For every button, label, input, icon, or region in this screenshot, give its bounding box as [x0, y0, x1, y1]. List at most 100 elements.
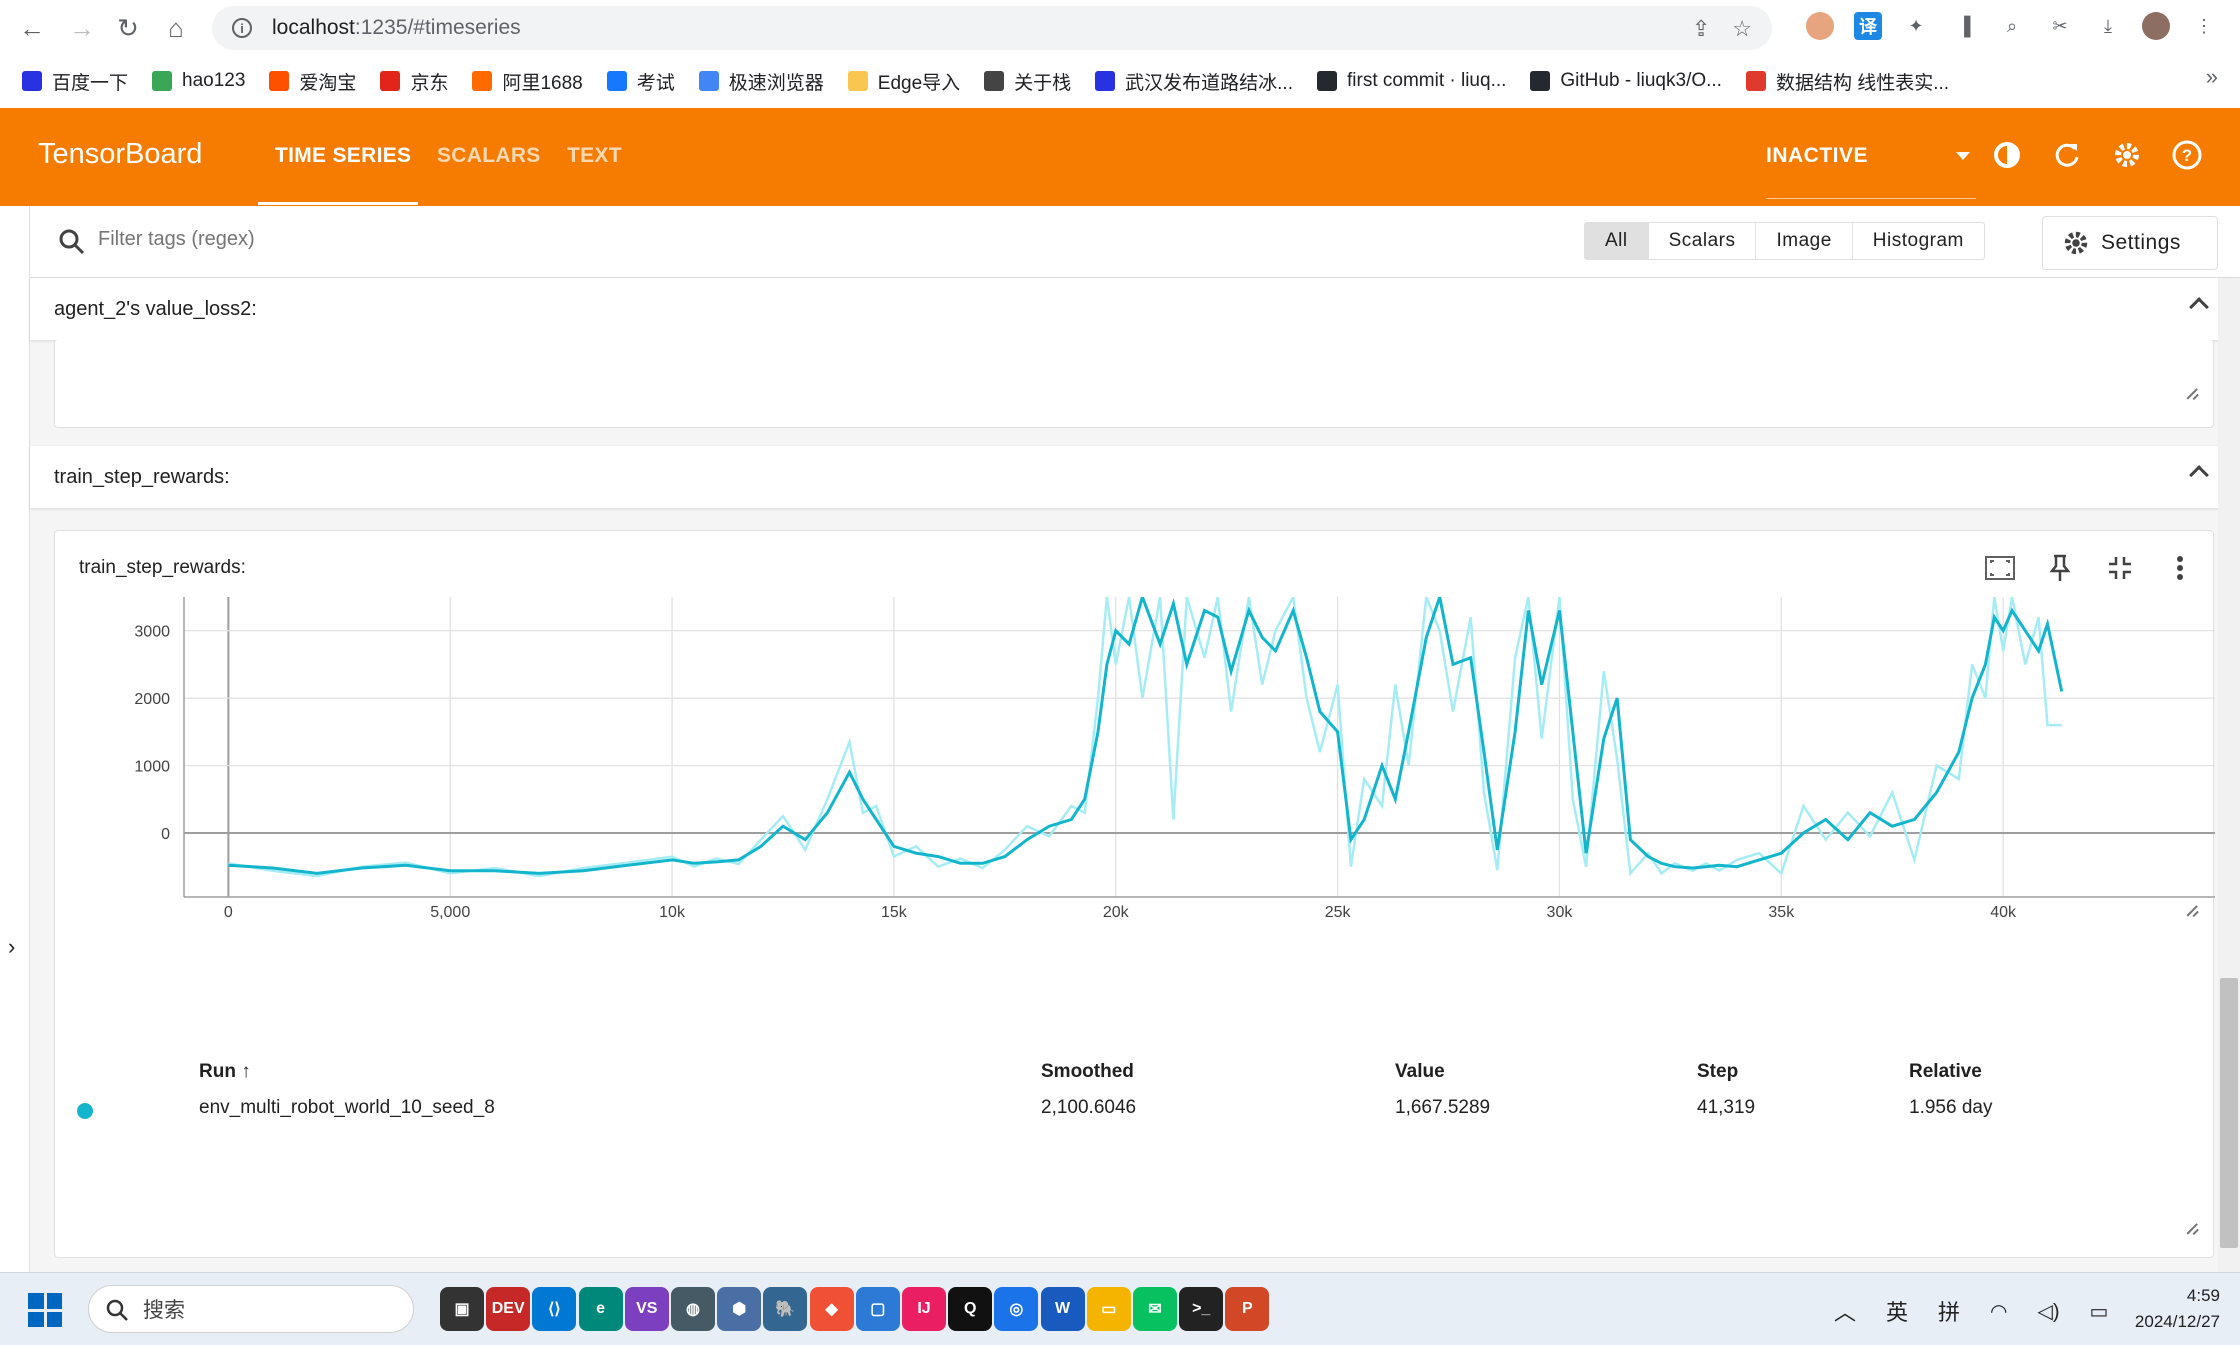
- taskbar-app-icon[interactable]: ◎: [994, 1287, 1039, 1331]
- taskbar-app-icon[interactable]: ▢: [855, 1287, 900, 1331]
- forward-icon[interactable]: →: [69, 12, 95, 43]
- group-header-value-loss[interactable]: agent_2's value_loss2:: [30, 278, 2240, 340]
- bookmark-item[interactable]: GitHub - liuqk3/O...: [1530, 70, 1722, 92]
- tab-time-series[interactable]: TIME SERIES: [275, 144, 412, 167]
- tab-scalars[interactable]: SCALARS: [437, 144, 541, 167]
- bookmark-item[interactable]: 阿里1688: [472, 68, 583, 95]
- filter-tags-input[interactable]: Filter tags (regex): [98, 228, 255, 250]
- settings-button[interactable]: Settings: [2042, 216, 2218, 270]
- taskbar-clock[interactable]: 4:59 2024/12/27: [2130, 1283, 2220, 1335]
- bookmark-label: 考试: [636, 72, 675, 94]
- chevron-down-icon[interactable]: [1956, 152, 1970, 160]
- bookmarks-overflow-icon[interactable]: »: [2205, 64, 2218, 89]
- tray-chevron-icon[interactable]: ︿: [1834, 1300, 1857, 1325]
- bookmark-item[interactable]: first commit · liuq...: [1317, 70, 1506, 92]
- taskbar-app-icon[interactable]: ▣: [440, 1287, 484, 1331]
- tab-text[interactable]: TEXT: [567, 144, 622, 167]
- col-header-run[interactable]: Run ↑: [199, 1061, 251, 1082]
- resize-handle-icon[interactable]: [2185, 903, 2199, 917]
- taskbar-app-icon[interactable]: e: [578, 1287, 623, 1331]
- resize-handle-icon[interactable]: [2185, 386, 2199, 400]
- type-tab-histogram[interactable]: Histogram: [1872, 230, 1964, 251]
- taskbar-app-icon[interactable]: ◆: [809, 1287, 854, 1331]
- taskbar-app-icon[interactable]: ⟨⟩: [532, 1287, 577, 1331]
- translate-icon[interactable]: 译: [1854, 12, 1882, 40]
- search-lens-icon[interactable]: ⌕: [2006, 15, 2018, 36]
- fullscreen-icon[interactable]: [1981, 549, 2019, 587]
- bookmark-item[interactable]: 关于栈: [984, 68, 1071, 95]
- col-header-smoothed[interactable]: Smoothed: [1041, 1061, 1134, 1082]
- theme-toggle-icon[interactable]: [1990, 138, 2024, 172]
- bookmark-item[interactable]: 爱淘宝: [269, 68, 356, 95]
- refresh-icon[interactable]: [2050, 138, 2084, 172]
- home-icon[interactable]: ⌂: [168, 12, 184, 43]
- wifi-icon[interactable]: ◠: [1990, 1300, 2008, 1323]
- bookmark-item[interactable]: hao123: [152, 70, 245, 92]
- extensions-puzzle-icon[interactable]: ✦: [1908, 15, 1924, 36]
- bookmark-favicon-icon: [1317, 71, 1337, 91]
- site-info-icon[interactable]: i: [232, 18, 252, 38]
- taskbar-app-icon[interactable]: ▭: [1086, 1287, 1131, 1331]
- scrollbar-thumb[interactable]: [2220, 978, 2238, 1248]
- bookmark-item[interactable]: 京东: [380, 68, 448, 95]
- tensorboard-logo[interactable]: TensorBoard: [38, 138, 203, 170]
- taskbar-app-icon[interactable]: DEV: [486, 1287, 531, 1331]
- browser-menu-icon[interactable]: ⋮: [2195, 15, 2213, 36]
- x-tick-label: 25k: [1325, 904, 1352, 921]
- profile-avatar[interactable]: [2142, 12, 2170, 40]
- collapse-chevron-icon[interactable]: [2189, 297, 2209, 317]
- taskbar-search[interactable]: 搜索: [88, 1285, 414, 1333]
- download-icon[interactable]: ⤓: [2104, 15, 2112, 36]
- scissors-icon[interactable]: ✂: [2052, 15, 2068, 36]
- taskbar-app-icon[interactable]: W: [1040, 1287, 1085, 1331]
- type-tab-scalars[interactable]: Scalars: [1649, 223, 1757, 259]
- share-icon[interactable]: ⇪: [1691, 16, 1711, 41]
- windows-start-icon[interactable]: [28, 1293, 62, 1327]
- type-tab-image[interactable]: Image: [1756, 223, 1853, 259]
- bookmark-item[interactable]: 考试: [606, 68, 675, 95]
- bookmark-item[interactable]: 极速浏览器: [698, 68, 824, 95]
- side-panel-icon[interactable]: ▐: [1957, 15, 1971, 36]
- expand-sidebar-icon[interactable]: ›: [8, 934, 16, 959]
- col-header-relative[interactable]: Relative: [1909, 1061, 1982, 1082]
- filter-bar: Filter tags (regex) All Scalars Image Hi…: [30, 206, 2240, 278]
- volume-icon[interactable]: ◁): [2037, 1300, 2060, 1323]
- taskbar-app-icon[interactable]: >_: [1179, 1287, 1224, 1331]
- ime-mode[interactable]: 拼: [1938, 1300, 1961, 1325]
- more-menu-icon[interactable]: [2161, 549, 2199, 587]
- plugin-status-select[interactable]: INACTIVE: [1766, 144, 1869, 167]
- col-header-value[interactable]: Value: [1395, 1061, 1445, 1082]
- help-icon[interactable]: ?: [2170, 138, 2204, 172]
- settings-gear-icon: [2064, 231, 2088, 255]
- taskbar-app-icon[interactable]: ⬢: [717, 1287, 762, 1331]
- ime-lang[interactable]: 英: [1886, 1300, 1909, 1325]
- line-chart[interactable]: 0 5,000 10k 15k 20k 25k 30k 35k 40k 0 1000 2000 300…: [55, 597, 2215, 1017]
- taskbar-app-icon[interactable]: P: [1225, 1287, 1270, 1331]
- taskbar-app-icon[interactable]: ◍: [671, 1287, 715, 1331]
- bookmark-item[interactable]: 数据结构 线性表实...: [1745, 68, 1949, 95]
- bookmark-star-icon[interactable]: ☆: [1732, 16, 1752, 41]
- taskbar-app-icon[interactable]: Q: [948, 1287, 993, 1331]
- col-header-step[interactable]: Step: [1697, 1061, 1739, 1082]
- taskbar-app-icon[interactable]: 🐘: [763, 1287, 808, 1331]
- bookmark-item[interactable]: Edge导入: [847, 68, 960, 95]
- bookmark-item[interactable]: 武汉发布道路结冰...: [1095, 68, 1293, 95]
- plugin-type-filter: All Scalars Image Histogram: [1584, 222, 1985, 260]
- pin-icon[interactable]: [2041, 549, 2079, 587]
- settings-gear-icon[interactable]: [2110, 138, 2144, 172]
- reload-icon[interactable]: ↻: [117, 12, 139, 43]
- taskbar-app-icon[interactable]: IJ: [902, 1287, 946, 1331]
- fit-domain-icon[interactable]: [2101, 549, 2139, 587]
- type-tab-all[interactable]: All: [1585, 223, 1649, 259]
- address-bar[interactable]: i localhost:1235/#timeseries ⇪ ☆: [212, 6, 1772, 50]
- group-header-train-step-rewards[interactable]: train_step_rewards:: [30, 446, 2240, 508]
- taskbar-app-icon[interactable]: VS: [624, 1287, 669, 1331]
- taskbar-app-icon[interactable]: ✉: [1133, 1287, 1177, 1331]
- back-icon[interactable]: ←: [19, 12, 45, 43]
- bookmark-label: first commit · liuq...: [1347, 70, 1507, 91]
- resize-handle-icon[interactable]: [2185, 1221, 2199, 1235]
- bookmark-item[interactable]: 百度一下: [22, 68, 128, 95]
- battery-icon[interactable]: ▭: [2089, 1300, 2109, 1323]
- extension-avatar-icon[interactable]: [1806, 12, 1834, 40]
- collapse-chevron-icon[interactable]: [2189, 465, 2209, 485]
